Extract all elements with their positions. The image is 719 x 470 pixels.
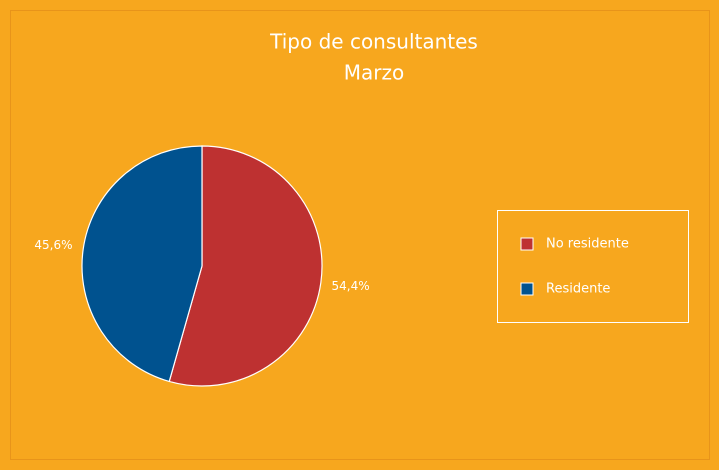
legend-swatch	[520, 237, 534, 251]
pie-slice	[81, 145, 203, 383]
legend-label: No residente	[546, 237, 629, 252]
pie-slice	[168, 145, 323, 387]
plot-border	[10, 10, 710, 460]
legend-label: Residente	[546, 282, 610, 297]
legend-box	[497, 210, 689, 323]
chart-title: Tipo de consultantes	[269, 30, 478, 54]
data-label: 54,4%	[332, 279, 370, 293]
data-label: 45,6%	[34, 238, 72, 252]
legend-swatch	[520, 282, 534, 296]
chart-subtitle: Marzo	[344, 61, 404, 85]
